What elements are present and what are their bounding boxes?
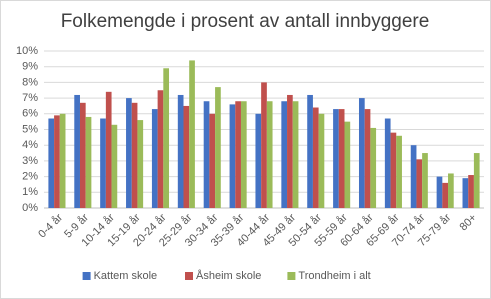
bar xyxy=(255,113,262,208)
bar xyxy=(177,94,184,208)
y-tick-label: 10% xyxy=(16,45,38,57)
bar xyxy=(473,153,480,208)
bar xyxy=(85,116,92,208)
bar xyxy=(261,82,267,208)
bar xyxy=(436,176,443,208)
bar xyxy=(235,101,241,208)
bar xyxy=(105,91,112,208)
legend-swatch xyxy=(185,272,193,280)
bar xyxy=(266,101,273,208)
bar xyxy=(442,182,449,208)
y-tick-label: 3% xyxy=(22,155,38,167)
bar xyxy=(100,118,106,208)
bar xyxy=(396,135,402,208)
bar xyxy=(126,98,132,208)
bar xyxy=(203,101,210,208)
legend-label: Kattem skole xyxy=(94,270,158,282)
legend-label: Åsheim skole xyxy=(196,269,261,282)
legend-label: Trondheim i alt xyxy=(298,270,370,282)
bar xyxy=(54,115,60,208)
bar xyxy=(48,118,55,208)
bar xyxy=(468,175,474,208)
bar xyxy=(422,153,428,208)
bar xyxy=(370,127,377,208)
y-tick-label: 7% xyxy=(22,92,38,104)
y-tick-label: 9% xyxy=(22,61,38,73)
bar xyxy=(344,121,351,208)
y-tick-label: 0% xyxy=(22,202,38,214)
bar xyxy=(287,94,293,208)
y-tick-label: 1% xyxy=(22,186,38,198)
bar xyxy=(163,68,170,209)
bar xyxy=(131,102,138,208)
bar xyxy=(333,109,339,208)
bar xyxy=(318,113,325,208)
legend-swatch xyxy=(82,272,91,280)
bar xyxy=(358,98,365,208)
bar xyxy=(292,101,299,208)
bar xyxy=(281,101,288,208)
bar xyxy=(410,145,417,208)
bar xyxy=(137,120,144,208)
y-tick-label: 4% xyxy=(22,139,38,151)
bar xyxy=(384,118,391,208)
bar xyxy=(416,159,423,208)
y-tick-label: 8% xyxy=(22,76,38,88)
bar xyxy=(111,124,118,208)
bar xyxy=(338,109,345,208)
chart-title: Folkemengde i prosent av antall innbygge… xyxy=(61,11,430,32)
legend-swatch xyxy=(287,272,296,280)
bar xyxy=(183,105,190,208)
y-tick-label: 5% xyxy=(22,123,38,135)
bar xyxy=(307,94,313,208)
y-tick-label: 2% xyxy=(22,171,38,183)
bar xyxy=(240,101,247,208)
bar xyxy=(157,90,164,208)
bar xyxy=(462,178,469,208)
y-tick-label: 6% xyxy=(22,108,38,120)
bar xyxy=(312,107,319,208)
bar xyxy=(151,109,158,208)
bar xyxy=(189,60,195,208)
bar xyxy=(209,113,216,208)
bar xyxy=(59,113,66,208)
bar xyxy=(390,132,397,208)
bar xyxy=(364,109,371,208)
bar xyxy=(215,87,221,208)
bar xyxy=(79,102,86,208)
bar xyxy=(229,104,236,208)
bar xyxy=(74,94,80,208)
bar xyxy=(448,173,454,208)
